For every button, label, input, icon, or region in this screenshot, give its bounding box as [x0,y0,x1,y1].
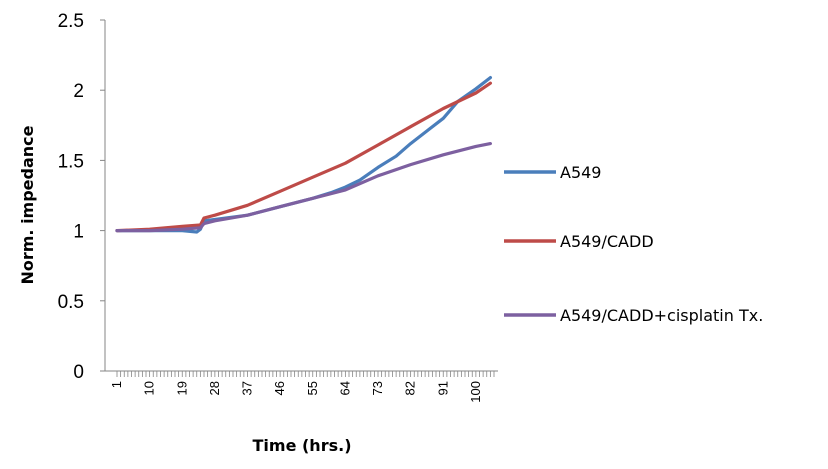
y-axis-title: Norm. impedance [18,125,37,284]
legend-label: A549 [560,163,601,182]
series-line-3 [115,142,492,233]
x-tick-label: 100 [468,381,483,403]
x-axis-title: Time (hrs.) [253,436,352,455]
x-tick-label: 73 [370,381,385,395]
legend-label: A549/CADD+cisplatin Tx. [560,306,763,325]
y-tick-label: 2 [73,81,84,102]
x-axis-ticks: 1 10 19 28 37 46 55 64 73 82 91 100 [109,371,495,403]
series-line-1 [115,76,492,234]
legend: A549 A549/CADD A549/CADD+cisplatin Tx. [504,163,763,325]
y-tick-label: 2.5 [58,11,84,32]
y-tick-label: 1 [73,222,84,243]
x-tick-label: 91 [435,381,450,395]
x-tick-label: 37 [240,381,255,395]
x-tick-label: 19 [174,381,189,395]
legend-label: A549/CADD [560,232,654,251]
x-tick-label: 28 [207,381,222,395]
y-tick-label: 1.5 [58,151,84,172]
x-tick-label: 46 [272,381,287,395]
series-line-2 [115,81,492,233]
x-tick-label: 1 [109,381,124,388]
y-tick-label: 0 [73,362,84,383]
y-axis-ticks: 0 0.5 1 1.5 2 2.5 [58,11,105,383]
x-tick-label: 64 [337,381,352,395]
plot-area [104,20,498,372]
y-tick-label: 0.5 [58,292,84,313]
x-tick-label: 10 [142,381,157,395]
series-lines [115,76,492,234]
x-tick-label: 82 [403,381,418,395]
x-tick-label: 55 [305,381,320,395]
